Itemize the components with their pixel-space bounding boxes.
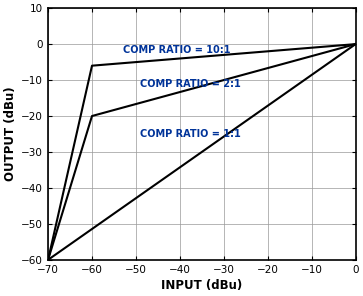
Y-axis label: OUTPUT (dBu): OUTPUT (dBu) — [4, 87, 17, 181]
Text: COMP RATIO = 2:1: COMP RATIO = 2:1 — [140, 79, 241, 89]
Text: COMP RATIO = 10:1: COMP RATIO = 10:1 — [123, 44, 230, 54]
X-axis label: INPUT (dBu): INPUT (dBu) — [161, 279, 242, 292]
Text: COMP RATIO = 1:1: COMP RATIO = 1:1 — [140, 129, 241, 139]
